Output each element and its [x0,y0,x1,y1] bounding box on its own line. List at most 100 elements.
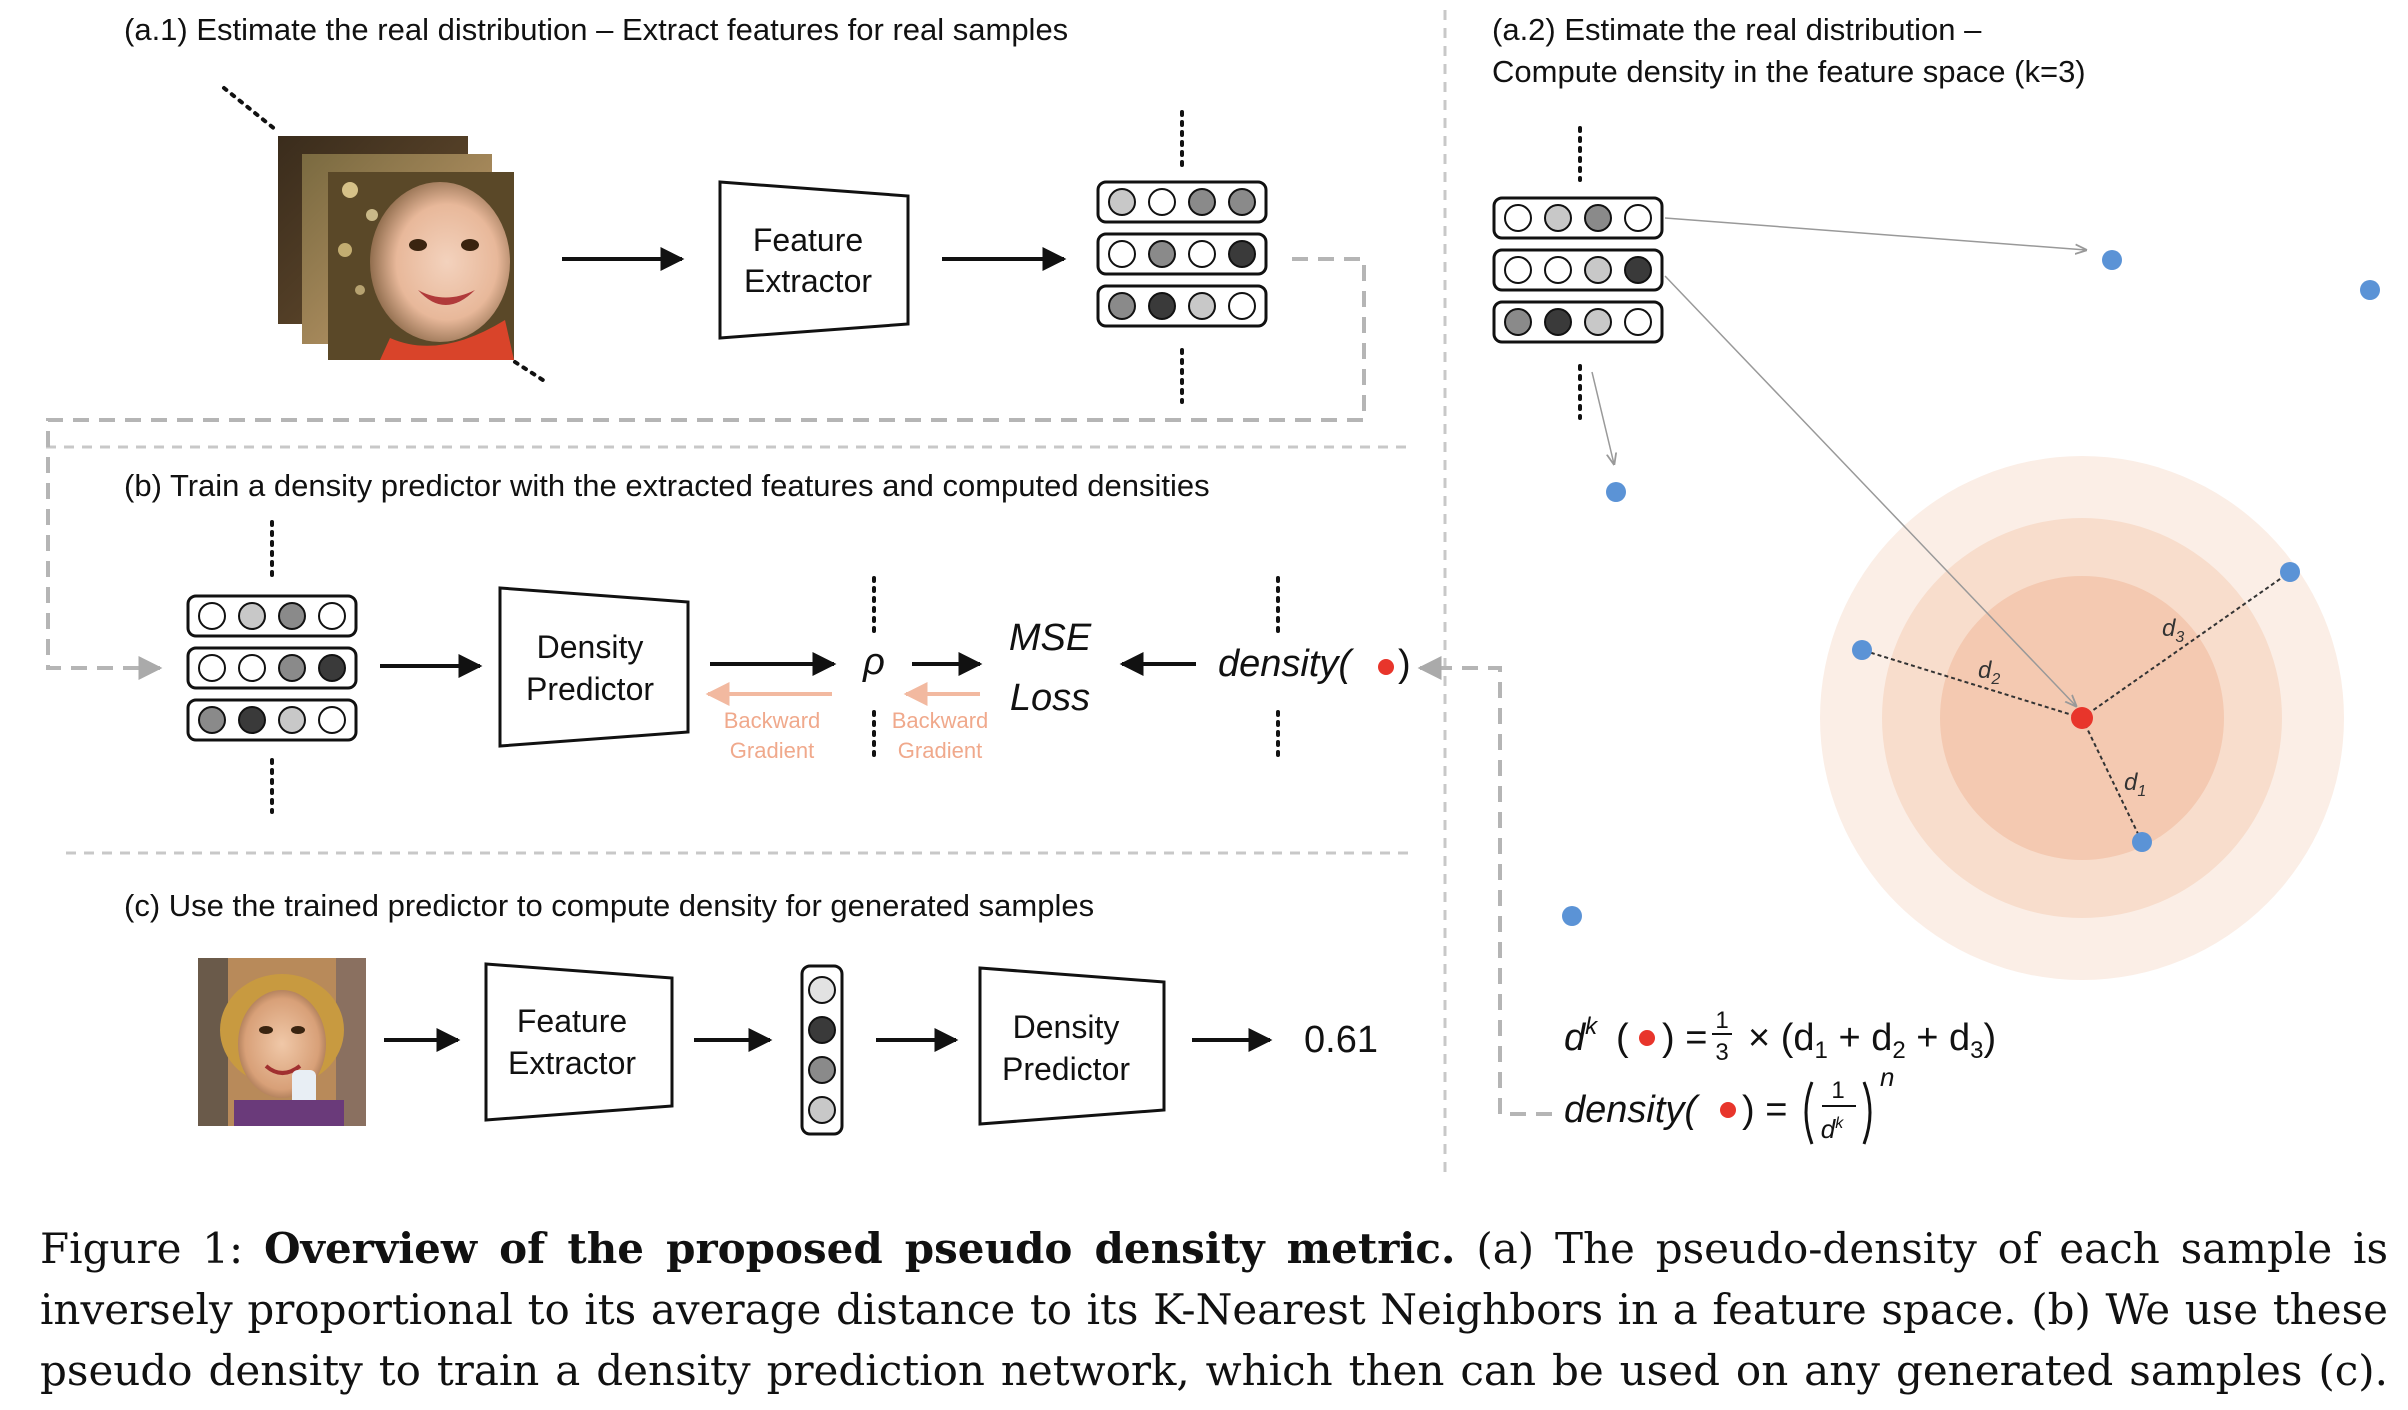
feature-cell [278,654,306,682]
feature-cell [1544,308,1572,336]
svg-text:Extractor: Extractor [744,263,872,299]
feature-vector-row [1492,300,1664,344]
feature-cell [198,706,226,734]
feature-vector-frame [1492,300,1664,344]
feature-vector-frame [1096,180,1268,224]
photo-front-baby [328,172,514,360]
svg-text:3: 3 [1715,1039,1728,1066]
backward-gradient-label-2b: Gradient [898,738,982,763]
svg-text:Predictor: Predictor [526,671,654,707]
formula-query-dot [1639,1030,1655,1046]
feature-vector-row [1492,248,1664,292]
svg-text:n: n [1880,1062,1894,1092]
feature-cell [1188,188,1216,216]
dotted-stack-bottom [513,360,548,384]
panel-a2-title-line2: Compute density in the feature space (k=… [1492,54,2086,89]
distance-d1-line [2081,717,2143,843]
feature-cell [1108,240,1136,268]
caption-line-2: inversely proportional to its average di… [40,1285,2388,1334]
feature-cell [1148,240,1176,268]
svg-text:Loss: Loss [1010,677,1090,719]
caption-line-1: Figure 1: Overview of the proposed pseud… [40,1218,2388,1279]
caption-line-3: pseudo density to train a density predic… [40,1346,2388,1395]
projection-line-3 [1591,371,1614,464]
feature-cell [1148,188,1176,216]
distance-d3-label: d3 [2162,615,2184,646]
feature-cell [1504,256,1532,284]
svg-text:dk: dk [1564,1013,1599,1059]
feature-cell [1544,256,1572,284]
panel-a2-title-line1: (a.2) Estimate the real distribution – [1492,12,1982,47]
dashed-link-formula-to-density [1417,656,1552,1116]
query-point [2071,707,2093,729]
feature-extractor-c: Feature Extractor [484,962,674,1122]
feature-cell [198,602,226,630]
feature-vectors-b [186,520,358,814]
density-predictor-b: Density Predictor [498,586,690,748]
svg-text:Feature: Feature [753,222,863,258]
feature-extractor-a1: Feature Extractor [718,180,910,340]
svg-text:Density: Density [1013,1009,1120,1045]
distance-d3-line [2081,571,2291,719]
feature-cell [1584,204,1612,232]
sample-point-2 [2360,280,2380,300]
feature-vectors-a1 [1096,110,1268,404]
feature-cell [1228,292,1256,320]
svg-text:MSE: MSE [1009,617,1092,659]
mse-loss: MSE Loss [1009,617,1092,719]
feature-vector-frame [1492,196,1664,240]
feature-cell [1544,204,1572,232]
dashed-link-a1-to-b [46,257,1366,680]
feature-vector-row [186,698,358,742]
panel-b-title: (b) Train a density predictor with the e… [124,468,1210,503]
caption-prefix: Figure 1: [40,1224,264,1273]
sample-point-1 [2102,250,2122,270]
feature-cell [1228,240,1256,268]
panel-a1-title: (a.1) Estimate the real distribution – E… [124,12,1068,47]
feature-cell [1504,204,1532,232]
panel-c-title: (c) Use the trained predictor to compute… [124,888,1094,923]
projection-line-1 [1664,217,2086,250]
svg-text:(: ( [1616,1017,1629,1059]
feature-cell [318,654,346,682]
feature-cell [1188,292,1216,320]
sample-point-4 [1562,906,1582,926]
feature-vector-frame [186,698,358,742]
feature-vector-frame [1492,248,1664,292]
feature-cell [318,602,346,630]
density-formula: density( ) = 1 dk n [1564,1062,1894,1145]
density-predictor-c: Density Predictor [978,966,1166,1126]
svg-text:Predictor: Predictor [1002,1051,1130,1087]
backward-gradient-label-1: Backward [724,708,821,733]
svg-text:) =: ) = [1662,1017,1707,1059]
feature-vector-c [800,964,844,1136]
backward-gradient-label-1b: Gradient [730,738,814,763]
panel-dividers [46,10,1447,1175]
neighbor-point-d3 [2280,562,2300,582]
neighbor-point-d1 [2132,832,2152,852]
feature-cell [1108,292,1136,320]
feature-vector-row [186,594,358,638]
feature-cell [198,654,226,682]
knn-distance-formula: dk ( ) = 1 3 × (d1 + d2 + d3) [1564,1007,1996,1066]
output-density-value: 0.61 [1304,1019,1378,1061]
feature-cell [318,706,346,734]
feature-vector-row [1096,284,1268,328]
density-query-dot [1378,659,1394,675]
feature-cell [1624,256,1652,284]
rho-symbol: ρ [862,641,885,683]
feature-vector-frame [1096,284,1268,328]
neighbor-point-d2 [1852,640,1872,660]
feature-cell [1188,240,1216,268]
caption-bold: Overview of the proposed pseudo density … [263,1224,1456,1273]
svg-text:) =: ) = [1742,1089,1787,1131]
svg-text:1: 1 [1831,1077,1844,1104]
formula-query-dot-2 [1720,1102,1736,1118]
projection-line-2 [1664,275,2076,706]
distance-d2-line [1861,649,2083,719]
sample-point-3 [1606,482,1626,502]
feature-vector-row [186,646,358,690]
svg-text:): ) [1398,643,1411,685]
feature-vector-row [1492,196,1664,240]
